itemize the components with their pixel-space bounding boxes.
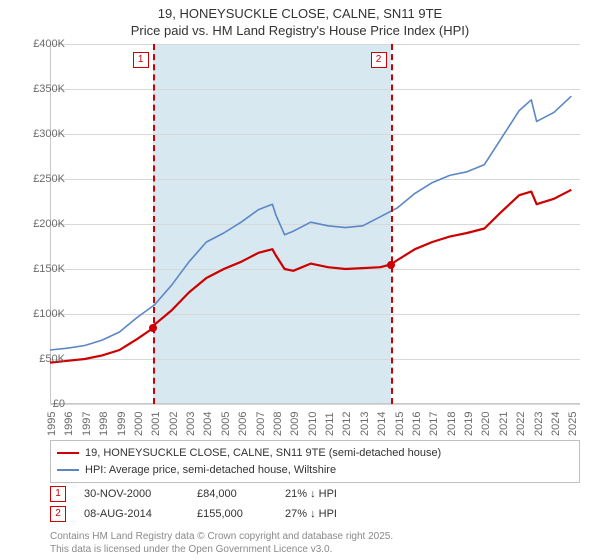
x-axis-label: 1999	[116, 412, 128, 436]
x-axis-label: 1995	[46, 412, 58, 436]
x-axis-label: 2020	[480, 412, 492, 436]
legend-swatch	[57, 469, 79, 471]
x-axis-label: 2016	[411, 412, 423, 436]
chart-plot-area: 12	[50, 44, 580, 404]
transaction-row: 1 30-NOV-2000 £84,000 21% ↓ HPI	[50, 486, 580, 502]
series-hpi	[50, 96, 571, 350]
x-axis-label: 2004	[202, 412, 214, 436]
x-axis-label: 2015	[394, 412, 406, 436]
footer-attribution: Contains HM Land Registry data © Crown c…	[50, 531, 393, 556]
transaction-table: 1 30-NOV-2000 £84,000 21% ↓ HPI 2 08-AUG-2014…	[50, 486, 580, 526]
y-axis-label: £150K	[33, 263, 65, 275]
x-axis-label: 2002	[168, 412, 180, 436]
transaction-delta: 21% ↓ HPI	[285, 488, 337, 500]
y-axis-label: £50K	[39, 353, 65, 365]
transaction-date: 08-AUG-2014	[84, 508, 179, 520]
y-axis-label: £100K	[33, 308, 65, 320]
series-property	[50, 190, 571, 363]
chart-title: 19, HONEYSUCKLE CLOSE, CALNE, SN11 9TE P…	[0, 0, 600, 40]
x-axis-label: 2023	[533, 412, 545, 436]
x-axis-label: 2014	[376, 412, 388, 436]
x-axis-label: 2010	[307, 412, 319, 436]
marker-line-2	[391, 44, 393, 404]
y-axis-label: £300K	[33, 128, 65, 140]
x-axis-label: 2007	[255, 412, 267, 436]
x-axis-label: 2018	[446, 412, 458, 436]
legend-label: 19, HONEYSUCKLE CLOSE, CALNE, SN11 9TE (…	[85, 445, 441, 462]
x-axis-label: 1996	[63, 412, 75, 436]
gridline-h	[50, 404, 580, 405]
legend-swatch	[57, 452, 79, 454]
transaction-delta: 27% ↓ HPI	[285, 508, 337, 520]
x-axis-label: 2025	[567, 412, 579, 436]
transaction-badge: 1	[50, 486, 66, 502]
x-axis-label: 2017	[428, 412, 440, 436]
x-axis-label: 2024	[550, 412, 562, 436]
marker-dot-1	[149, 324, 157, 332]
x-axis-label: 2000	[133, 412, 145, 436]
transaction-price: £155,000	[197, 508, 267, 520]
footer-line-2: This data is licensed under the Open Gov…	[50, 544, 393, 557]
transaction-badge: 2	[50, 506, 66, 522]
y-axis-label: £200K	[33, 218, 65, 230]
x-axis-label: 2021	[498, 412, 510, 436]
y-axis-label: £0	[53, 398, 65, 410]
x-axis-label: 2013	[359, 412, 371, 436]
x-axis-label: 2019	[463, 412, 475, 436]
marker-badge-1: 1	[133, 52, 149, 68]
x-axis-label: 2005	[220, 412, 232, 436]
title-line-2: Price paid vs. HM Land Registry's House …	[0, 23, 600, 40]
transaction-price: £84,000	[197, 488, 267, 500]
footer-line-1: Contains HM Land Registry data © Crown c…	[50, 531, 393, 544]
x-axis-label: 2003	[185, 412, 197, 436]
title-line-1: 19, HONEYSUCKLE CLOSE, CALNE, SN11 9TE	[0, 6, 600, 23]
x-axis-label: 2009	[289, 412, 301, 436]
y-axis-label: £400K	[33, 38, 65, 50]
marker-dot-2	[387, 261, 395, 269]
legend-item: HPI: Average price, semi-detached house,…	[57, 462, 573, 479]
legend-label: HPI: Average price, semi-detached house,…	[85, 462, 336, 479]
x-axis-label: 2022	[515, 412, 527, 436]
legend-item: 19, HONEYSUCKLE CLOSE, CALNE, SN11 9TE (…	[57, 445, 573, 462]
x-axis-label: 2006	[237, 412, 249, 436]
transaction-row: 2 08-AUG-2014 £155,000 27% ↓ HPI	[50, 506, 580, 522]
marker-badge-2: 2	[371, 52, 387, 68]
y-axis-label: £350K	[33, 83, 65, 95]
y-axis-label: £250K	[33, 173, 65, 185]
x-axis-label: 2001	[150, 412, 162, 436]
x-axis-label: 1998	[98, 412, 110, 436]
x-axis-label: 2012	[341, 412, 353, 436]
transaction-date: 30-NOV-2000	[84, 488, 179, 500]
legend-box: 19, HONEYSUCKLE CLOSE, CALNE, SN11 9TE (…	[50, 440, 580, 483]
x-axis-label: 2008	[272, 412, 284, 436]
x-axis-label: 2011	[324, 412, 336, 436]
series-lines	[50, 44, 580, 404]
x-axis-label: 1997	[81, 412, 93, 436]
marker-line-1	[153, 44, 155, 404]
